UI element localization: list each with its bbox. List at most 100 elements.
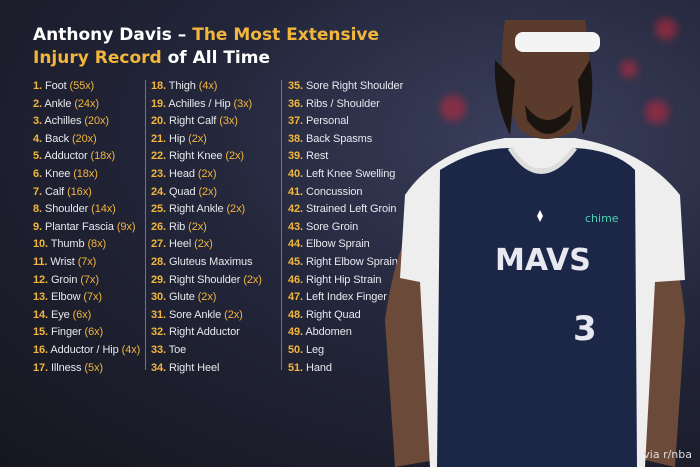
injury-rank: 50. <box>288 343 303 356</box>
injury-name: Thumb <box>50 238 85 251</box>
injury-name: Leg <box>305 343 325 356</box>
injury-rank: 31. <box>151 308 166 321</box>
injury-rank: 40. <box>288 167 303 180</box>
injury-item: 8. Shoulder (14x) <box>33 201 140 219</box>
injury-item: 21. Hip (2x) <box>151 131 262 149</box>
injury-item: 9. Plantar Fascia (9x) <box>33 219 140 237</box>
injury-count: (2x) <box>188 220 207 233</box>
injury-rank: 22. <box>151 150 166 163</box>
injury-count: (18x) <box>90 150 116 163</box>
injury-rank: 39. <box>288 150 303 163</box>
injury-rank: 20. <box>151 115 166 128</box>
injury-name: Left Index Finger <box>305 291 387 304</box>
injury-count: (18x) <box>73 167 98 180</box>
injury-name: Ankle <box>44 97 72 110</box>
injury-name: Right Shoulder <box>168 273 241 286</box>
jersey-sponsor: chime <box>585 212 619 225</box>
injury-name: Achilles <box>44 115 82 128</box>
injury-item: 36. Ribs / Shoulder <box>288 96 403 114</box>
injury-count: (6x) <box>72 308 92 321</box>
title-highlight: Injury Record <box>33 48 162 68</box>
injury-rank: 30. <box>151 291 166 304</box>
injury-count: (8x) <box>87 238 107 251</box>
injury-rank: 49. <box>288 326 303 339</box>
injury-item: 3. Achilles (20x) <box>33 113 140 131</box>
injury-count: (2x) <box>198 185 217 198</box>
injury-rank: 16. <box>33 343 48 356</box>
injury-name: Right Adductor <box>168 326 240 339</box>
injury-item: 24. Quad (2x) <box>151 184 262 202</box>
injury-name: Finger <box>50 326 82 339</box>
injury-count: (55x) <box>69 80 95 92</box>
injury-name: Right Calf <box>168 115 217 128</box>
injury-rank: 33. <box>151 343 166 356</box>
injury-count: (2x) <box>188 132 207 145</box>
injury-name: Adductor <box>44 150 88 163</box>
injury-item: 15. Finger (6x) <box>33 324 140 342</box>
injury-name: Glute <box>168 291 195 304</box>
injury-name: Elbow Sprain <box>305 238 370 251</box>
injury-name: Quad <box>168 185 196 198</box>
injury-item: 41. Concussion <box>288 184 403 202</box>
injury-column-2: 18. Thigh (4x) 19. Achilles / Hip (3x) 2… <box>151 78 262 377</box>
injury-rank: 51. <box>288 361 303 374</box>
injury-column-1: 1. Foot (55x) 2. Ankle (24x) 3. Achilles… <box>33 78 140 377</box>
injury-name: Heel <box>168 238 192 251</box>
player-photo: chime MAVS 3 <box>385 20 685 467</box>
injury-rank: 17. <box>33 361 48 374</box>
injury-rank: 18. <box>151 80 166 92</box>
title-part: of All Time <box>161 48 270 68</box>
injury-item: 33. Toe <box>151 342 262 360</box>
bokeh-light <box>440 95 466 121</box>
injury-count: (7x) <box>83 291 102 304</box>
injury-item: 11. Wrist (7x) <box>33 254 140 272</box>
injury-count: (4x) <box>121 343 141 356</box>
injury-name: Calf <box>44 185 65 198</box>
injury-count: (20x) <box>71 132 97 145</box>
injury-item: 19. Achilles / Hip (3x) <box>151 96 262 114</box>
injury-rank: 44. <box>288 238 303 251</box>
injury-name: Illness <box>50 361 82 374</box>
injury-rank: 48. <box>288 308 303 321</box>
injury-count: (2x) <box>197 167 217 180</box>
injury-item: 12. Groin (7x) <box>33 272 140 290</box>
title-highlight: The Most Extensive <box>192 25 380 45</box>
injury-rank: 13. <box>33 291 48 304</box>
injury-item: 42. Strained Left Groin <box>288 201 403 219</box>
injury-item: 25. Right Ankle (2x) <box>151 201 262 219</box>
injury-item: 7. Calf (16x) <box>33 184 140 202</box>
injury-name: Foot <box>44 80 67 92</box>
injury-item: 31. Sore Ankle (2x) <box>151 307 262 325</box>
injury-item: 20. Right Calf (3x) <box>151 113 262 131</box>
bokeh-light <box>655 18 677 40</box>
injury-name: Adductor / Hip <box>50 343 119 356</box>
column-divider <box>281 80 282 370</box>
injury-item: 13. Elbow (7x) <box>33 289 140 307</box>
injury-name: Right Heel <box>168 361 220 374</box>
injury-name: Thigh <box>168 80 196 92</box>
injury-rank: 12. <box>33 273 48 286</box>
jersey-number: 3 <box>573 309 597 349</box>
injury-count: (2x) <box>243 273 262 286</box>
injury-name: Hand <box>305 361 332 374</box>
injury-rank: 45. <box>288 255 303 268</box>
injury-item: 35. Sore Right Shoulder <box>288 78 403 96</box>
injury-rank: 6. <box>33 167 42 180</box>
injury-name: Personal <box>305 115 349 128</box>
injury-item: 37. Personal <box>288 113 403 131</box>
injury-rank: 28. <box>151 255 166 268</box>
injury-count: (4x) <box>198 80 218 92</box>
injury-item: 17. Illness (5x) <box>33 360 140 378</box>
injury-item: 6. Knee (18x) <box>33 166 140 184</box>
injury-name: Groin <box>50 273 78 286</box>
injury-item: 16. Adductor / Hip (4x) <box>33 342 140 360</box>
injury-name: Abdomen <box>305 326 352 339</box>
injury-rank: 47. <box>288 291 303 304</box>
injury-name: Gluteus Maximus <box>168 255 253 268</box>
injury-name: Right Knee <box>168 150 223 163</box>
injury-name: Sore Ankle <box>168 308 222 321</box>
injury-count: (2x) <box>194 238 213 251</box>
injury-rank: 32. <box>151 326 166 339</box>
injury-rank: 5. <box>33 150 42 163</box>
injury-count: (7x) <box>77 255 97 268</box>
